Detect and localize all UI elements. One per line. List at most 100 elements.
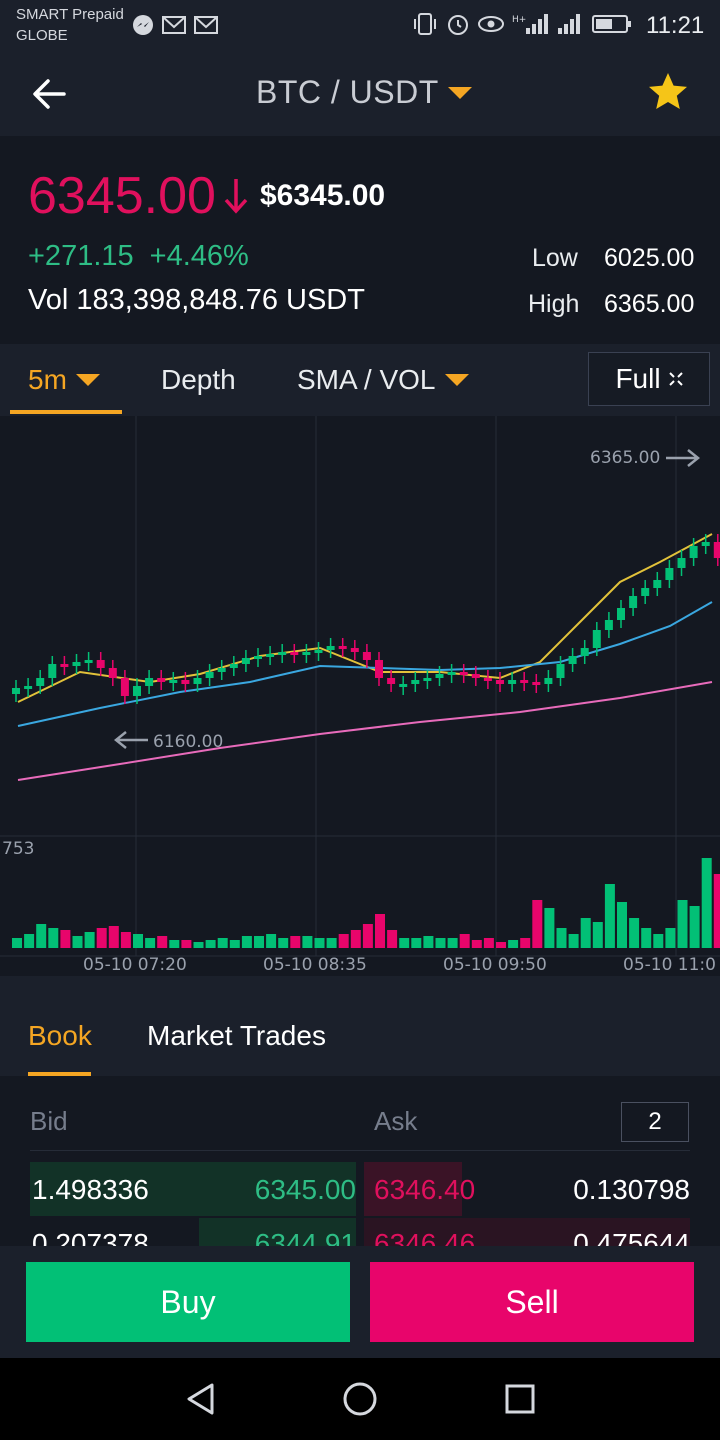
bid-price[interactable]: 6344.91 xyxy=(254,1228,356,1246)
candle-body xyxy=(48,664,57,678)
volume-bar xyxy=(592,922,603,948)
candle-body xyxy=(629,596,638,608)
candle-body xyxy=(689,546,698,558)
volume-bar xyxy=(108,926,119,948)
fullscreen-button[interactable]: Full xyxy=(588,352,710,406)
volume-bar xyxy=(266,934,277,948)
ticker-header: 6345.00 $6345.00 +271.15 +4.46% Vol 183,… xyxy=(0,136,720,344)
high-label: High xyxy=(528,290,580,318)
notification-icons xyxy=(132,14,218,36)
candle-body xyxy=(592,630,601,648)
candle-body xyxy=(338,646,347,649)
candle-body xyxy=(314,650,323,653)
candle-body xyxy=(193,678,202,684)
volume-bar xyxy=(133,934,143,948)
ask-price[interactable]: 6346.40 xyxy=(374,1174,476,1205)
chart-canvas: 6365.00 6160.00 753 05-10 07:20 05-10 08… xyxy=(0,416,720,975)
system-nav-bar xyxy=(0,1358,720,1440)
volume-bar xyxy=(326,938,337,948)
candle-body xyxy=(290,652,299,655)
recents-square-icon[interactable] xyxy=(504,1383,536,1415)
back-triangle-icon[interactable] xyxy=(184,1382,218,1416)
candle-body xyxy=(580,648,589,656)
low-marker: 6160.00 xyxy=(113,731,223,752)
svg-text:H+: H+ xyxy=(512,15,526,25)
candle-body xyxy=(24,686,33,689)
depth-tab[interactable]: Depth xyxy=(161,364,236,395)
candle-body xyxy=(241,658,250,664)
candle-body xyxy=(375,660,383,678)
candle-body xyxy=(544,678,553,684)
carrier-name: SMART Prepaid GLOBE xyxy=(16,4,124,46)
expand-icon xyxy=(668,372,683,386)
candle-body xyxy=(604,620,613,630)
candle-body xyxy=(471,674,480,678)
volume-bar xyxy=(145,938,156,948)
tab-book[interactable]: Book xyxy=(28,1020,92,1051)
precision-selector[interactable]: 2 xyxy=(621,1102,689,1142)
volume-bar xyxy=(205,940,216,948)
vibrate-icon xyxy=(414,13,436,35)
star-icon[interactable] xyxy=(646,70,690,114)
alarm-icon xyxy=(448,15,468,35)
volume-bar xyxy=(350,930,361,948)
low-marker-label: 6160.00 xyxy=(153,732,223,752)
volume-bar xyxy=(241,936,252,948)
volume-bar xyxy=(36,924,47,948)
caret-down-icon xyxy=(447,86,472,99)
volume-bar xyxy=(604,884,615,948)
volume-bar xyxy=(580,918,591,948)
volume-bar xyxy=(532,900,543,948)
candles xyxy=(12,534,720,704)
system-icons: H+ xyxy=(412,12,632,36)
battery-icon xyxy=(592,15,631,33)
volume-bar xyxy=(217,938,228,948)
high-marker-label: 6365.00 xyxy=(590,448,660,468)
volume-bar xyxy=(459,934,470,948)
volume-bar xyxy=(677,900,688,948)
volume-bar xyxy=(665,928,676,948)
volume-bar xyxy=(60,930,71,948)
bid-price[interactable]: 6345.00 xyxy=(254,1174,356,1205)
ask-price[interactable]: 6346.46 xyxy=(374,1228,476,1246)
volume-bar xyxy=(290,936,301,948)
volume-bar xyxy=(375,914,385,948)
buy-button[interactable]: Buy xyxy=(26,1262,350,1342)
volume-bar xyxy=(496,942,506,948)
candle-body xyxy=(387,678,396,684)
home-circle-icon[interactable] xyxy=(342,1381,378,1417)
back-arrow-icon[interactable] xyxy=(30,76,68,112)
volume-bar xyxy=(193,942,204,948)
signal-icon xyxy=(558,14,580,34)
indicator-tab[interactable]: SMA / VOL xyxy=(297,364,470,396)
candle-body xyxy=(362,652,371,660)
candle-body xyxy=(108,668,117,678)
candle-body xyxy=(266,654,275,657)
signal-4g-icon: H+ xyxy=(512,14,548,34)
volume-bar xyxy=(617,902,627,948)
price-row: 6345.00 $6345.00 xyxy=(28,166,385,226)
candlestick-chart[interactable]: 6365.00 6160.00 753 05-10 07:20 05-10 08… xyxy=(0,416,720,976)
volume-24h: Vol 183,398,848.76 USDT xyxy=(28,284,365,316)
ask-quantity: 0.130798 xyxy=(573,1174,690,1205)
carrier-line2: GLOBE xyxy=(16,27,68,44)
pair-selector[interactable]: BTC / USDT xyxy=(256,74,473,111)
candle-body xyxy=(556,664,565,678)
tab-market-trades[interactable]: Market Trades xyxy=(147,1020,326,1051)
candle-body xyxy=(665,568,674,580)
candle-body xyxy=(459,672,468,675)
price-change-percent: +4.46% xyxy=(149,240,249,272)
volume-bar xyxy=(12,938,22,948)
status-bar: SMART Prepaid GLOBE H+ 11:21 xyxy=(0,0,720,56)
usd-price: $6345.00 xyxy=(259,179,386,212)
book-tabs: Book Market Trades xyxy=(0,996,720,1076)
sell-button[interactable]: Sell xyxy=(370,1262,694,1342)
candle-body xyxy=(677,558,686,568)
volume-bar xyxy=(689,906,700,948)
interval-tab[interactable]: 5m xyxy=(28,364,101,396)
volume-bar xyxy=(713,874,720,948)
low-label: Low xyxy=(532,244,578,272)
candle-body xyxy=(36,678,45,686)
volume-bar xyxy=(556,928,567,948)
candle-body xyxy=(60,664,69,667)
